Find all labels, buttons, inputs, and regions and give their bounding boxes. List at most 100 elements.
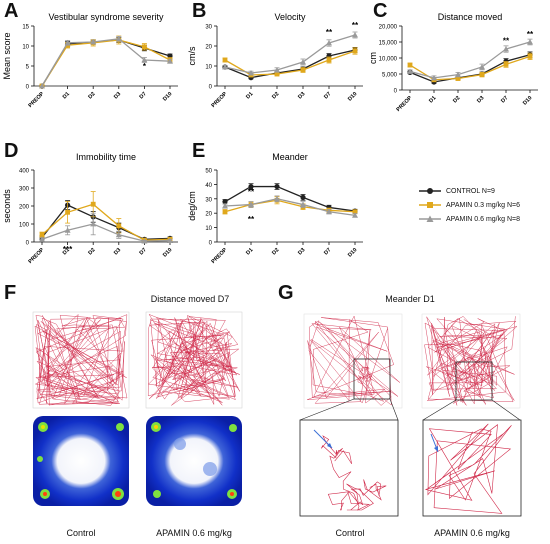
x-tick-label: D3	[297, 91, 306, 100]
panel-letter-c: C	[373, 0, 388, 22]
y-axis-label: Mean score	[2, 32, 12, 79]
data-point-apamin06	[39, 83, 45, 89]
legend-item-apamin06: APAMIN 0.6 mg/kg N=8	[418, 212, 520, 226]
legend-marker-control	[419, 188, 441, 194]
data-point-apamin06	[64, 39, 71, 46]
data-point-apamin06	[326, 40, 332, 46]
series-line-apamin03	[41, 203, 171, 241]
data-point-apamin03	[142, 44, 147, 50]
x-tick-label: PREOP	[28, 247, 46, 265]
legend: CONTROL N=9 APAMIN 0.3 mg/kg N=6 APAMIN …	[418, 184, 520, 226]
panel-f-caption-control: Control	[66, 528, 96, 538]
y-tick-label: 100	[19, 223, 30, 229]
x-tick-label: D3	[297, 247, 306, 256]
data-point-apamin06	[39, 236, 45, 242]
data-point-apamin06	[222, 64, 228, 70]
series-line-apamin03	[224, 199, 356, 213]
data-point-apamin06	[90, 221, 97, 227]
chart-immobility-time: Immobility time seconds 0 100 200 300 400 PREOP…	[2, 152, 178, 265]
y-tick-label: 20,000	[379, 25, 398, 31]
y-tick-label: 15	[22, 25, 29, 31]
trajectory-control-d7	[32, 311, 130, 409]
data-point-apamin03	[352, 48, 358, 54]
y-tick-label: 400	[19, 169, 30, 175]
zoom-apamin-d1	[422, 419, 522, 517]
data-point-control	[248, 183, 254, 190]
y-tick-label: 40	[205, 183, 212, 189]
data-point-apamin06	[455, 71, 461, 78]
chart-title: Vestibular syndrome severity	[48, 12, 164, 22]
significance-marker: **	[248, 215, 255, 224]
series-line-apamin06	[41, 38, 171, 87]
panel-g-title: Meander D1	[385, 294, 435, 304]
series-line-control	[224, 49, 356, 79]
data-point-apamin06	[503, 46, 509, 52]
panel-f-title: Distance moved D7	[150, 294, 230, 304]
x-tick-label: D2	[87, 91, 96, 100]
x-tick-label: D1	[245, 91, 254, 100]
y-axis-label: deg/cm	[187, 191, 197, 221]
data-point-apamin03	[326, 57, 332, 63]
x-tick-label: D10	[162, 91, 173, 102]
panel-letter-b: B	[192, 0, 207, 22]
data-point-apamin03	[65, 209, 70, 215]
data-point-apamin06	[274, 67, 280, 73]
x-tick-label: D1	[428, 95, 437, 104]
data-point-apamin03	[455, 76, 461, 81]
y-axis-label: cm/s	[187, 46, 197, 65]
panel-letter-d: D	[4, 140, 19, 162]
x-tick-label: D10	[162, 247, 173, 258]
data-point-apamin03	[222, 209, 228, 215]
chart-title: Velocity	[274, 12, 306, 22]
data-point-apamin03	[222, 57, 228, 63]
y-axis-label: seconds	[2, 189, 12, 223]
significance-marker: **	[503, 37, 510, 46]
series-line-control	[224, 185, 356, 212]
series-line-control	[41, 204, 171, 240]
trajectory-apamin-d1	[421, 313, 521, 409]
legend-label-apamin06: APAMIN 0.6 mg/kg N=8	[446, 215, 520, 223]
y-tick-label: 10	[205, 226, 212, 232]
significance-marker: **	[248, 187, 255, 196]
panel-letter-g: G	[278, 282, 294, 304]
y-tick-label: 10,000	[379, 57, 398, 63]
data-point-apamin06	[352, 212, 358, 218]
legend-marker-apamin06	[419, 215, 441, 222]
y-tick-label: 10	[22, 45, 29, 51]
data-point-apamin06	[274, 195, 280, 202]
significance-marker: ***	[63, 245, 73, 254]
panel-g-caption-control: Control	[335, 528, 365, 538]
chart-title: Meander	[272, 152, 308, 162]
x-tick-label: D7	[323, 247, 332, 256]
panel-f-caption-apamin: APAMIN 0.6 mg/kg	[156, 528, 232, 538]
y-tick-label: 300	[19, 187, 30, 193]
data-point-apamin03	[90, 201, 96, 207]
data-point-apamin06	[167, 58, 173, 64]
data-point-apamin06	[300, 201, 306, 207]
x-tick-label: D2	[452, 95, 461, 104]
x-tick-label: PREOP	[211, 247, 229, 265]
series-line-control	[409, 54, 531, 83]
panel-letter-a: A	[4, 0, 19, 22]
x-tick-label: D7	[323, 91, 332, 100]
y-tick-label: 20	[205, 212, 212, 218]
y-tick-label: 0	[394, 89, 398, 95]
legend-label-control: CONTROL N=9	[446, 187, 495, 195]
data-point-apamin06	[527, 39, 533, 45]
legend-item-apamin03: APAMIN 0.3 mg/kg N=6	[418, 198, 520, 212]
significance-marker: **	[326, 28, 333, 37]
x-tick-label: PREOP	[396, 95, 414, 113]
y-tick-label: 10	[205, 65, 212, 71]
x-tick-label: D3	[113, 247, 122, 256]
y-tick-label: 0	[209, 85, 213, 91]
y-axis-label: cm	[368, 52, 378, 64]
chart-velocity: Velocity cm/s 0 10 20 30 PREOP D1 D2 D3 D7 D10 ** **	[187, 12, 363, 109]
y-tick-label: 5,000	[382, 73, 398, 79]
chart-vestibular-severity: Vestibular syndrome severity Mean score 0 5…	[2, 12, 178, 109]
data-point-apamin03	[352, 209, 358, 215]
significance-marker: *	[143, 62, 147, 71]
legend-item-control: CONTROL N=9	[418, 184, 520, 198]
data-point-apamin03	[479, 72, 485, 78]
y-tick-label: 50	[205, 169, 212, 175]
x-tick-label: D3	[113, 91, 122, 100]
